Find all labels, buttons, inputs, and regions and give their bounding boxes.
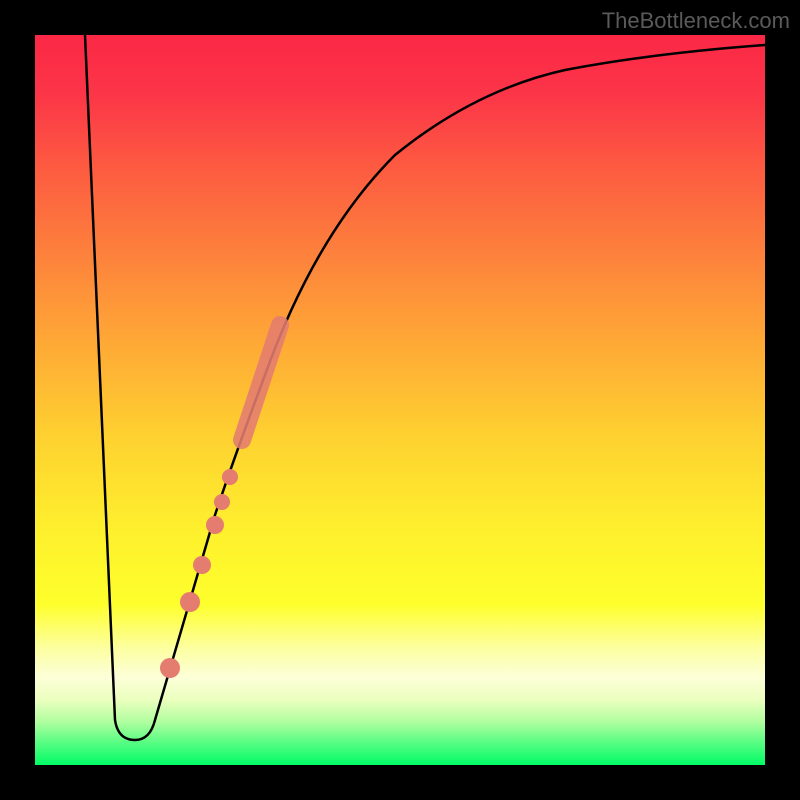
- data-dot: [206, 516, 224, 534]
- data-dot: [160, 658, 180, 678]
- data-dot: [193, 556, 211, 574]
- data-dot: [222, 469, 238, 485]
- plot-area: [35, 35, 765, 765]
- watermark: TheBottleneck.com: [602, 8, 790, 34]
- data-dot: [214, 494, 230, 510]
- curve-layer: [35, 35, 765, 765]
- highlight-segment: [242, 325, 280, 440]
- data-dot: [180, 592, 200, 612]
- bottleneck-curve: [85, 35, 765, 740]
